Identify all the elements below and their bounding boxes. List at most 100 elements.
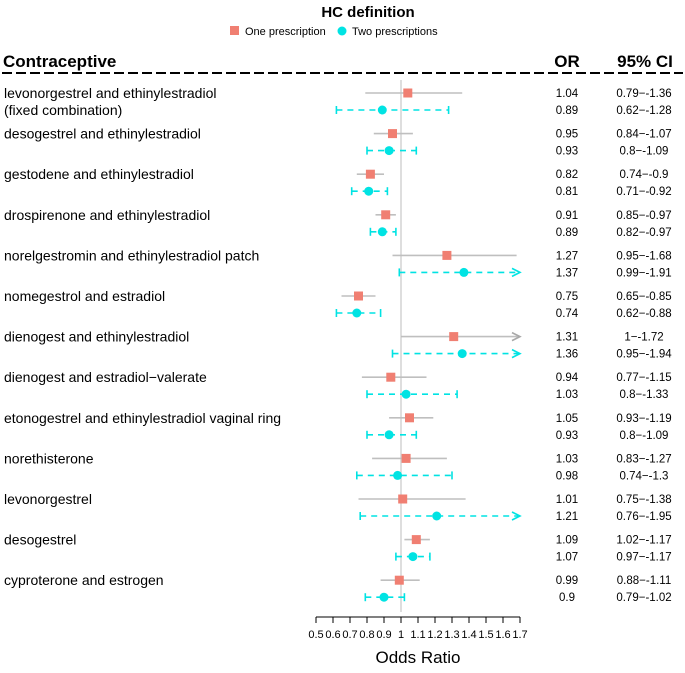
ci-value-two: 0.62−-1.28 bbox=[616, 105, 671, 117]
ci-value-one: 1−-1.72 bbox=[624, 332, 663, 344]
or-value-one: 1.03 bbox=[556, 453, 578, 465]
point-two bbox=[384, 146, 394, 156]
or-value-one: 1.04 bbox=[556, 88, 579, 100]
x-axis: 0.5 0.6 0.7 0.8 0.9 1 1.1 1.2 1.3 1.4 1.5 1.6 1.7 bbox=[308, 616, 528, 641]
table-row: gestodene and ethinylestradiol 0.82 0.81 0.… bbox=[4, 166, 672, 198]
or-value-two: 0.89 bbox=[556, 227, 578, 239]
ci-value-one: 1.02−-1.17 bbox=[616, 535, 671, 547]
table-row: etonogestrel and ethinylestradiol vagina… bbox=[4, 410, 672, 442]
ci-arrow-two bbox=[511, 267, 522, 278]
table-row: desogestrel and ethinylestradiol 0.95 0.93… bbox=[4, 126, 672, 158]
x-tick-label: 0.8 bbox=[359, 629, 374, 641]
or-value-two: 0.98 bbox=[556, 470, 578, 482]
ci-value-one: 0.74−-0.9 bbox=[620, 169, 669, 181]
x-tick-label: 0.9 bbox=[376, 629, 391, 641]
or-value-two: 0.93 bbox=[556, 146, 578, 158]
or-value-two: 0.93 bbox=[556, 430, 578, 442]
or-value-two: 1.03 bbox=[556, 389, 578, 401]
point-one bbox=[386, 372, 396, 382]
ci-value-one: 0.77−-1.15 bbox=[616, 372, 671, 384]
table-row: norelgestromin and ethinylestradiol patc… bbox=[4, 247, 672, 279]
row-label: norethisterone bbox=[4, 450, 94, 466]
ci-arrow-two bbox=[511, 511, 522, 521]
or-value-one: 0.91 bbox=[556, 210, 578, 222]
ci-arrow-two bbox=[511, 348, 522, 359]
ci-value-two: 0.95−-1.94 bbox=[616, 349, 672, 361]
or-value-one: 0.82 bbox=[556, 169, 578, 181]
legend-title: HC definition bbox=[321, 4, 414, 21]
point-one bbox=[403, 88, 413, 98]
or-value-one: 1.01 bbox=[556, 494, 578, 506]
or-value-two: 0.74 bbox=[556, 308, 579, 320]
point-one bbox=[354, 291, 363, 301]
ci-value-one: 0.65−-0.85 bbox=[616, 291, 671, 303]
ci-value-two: 0.82−-0.97 bbox=[616, 227, 671, 239]
point-two bbox=[352, 308, 362, 318]
or-value-two: 0.81 bbox=[556, 186, 578, 198]
or-value-two: 1.21 bbox=[556, 511, 578, 523]
or-value-one: 1.31 bbox=[556, 332, 578, 344]
point-two bbox=[459, 267, 469, 277]
x-tick-label: 1.7 bbox=[512, 629, 527, 641]
or-value-one: 1.05 bbox=[556, 413, 578, 425]
table-row: dienogest and estradiol−valerate 0.94 1.03… bbox=[4, 369, 672, 401]
x-tick-label: 1.2 bbox=[427, 629, 442, 641]
x-tick-label: 1.6 bbox=[495, 629, 510, 641]
or-value-one: 0.99 bbox=[556, 575, 578, 587]
row-label: nomegestrol and estradiol bbox=[4, 288, 165, 304]
point-two bbox=[379, 592, 389, 602]
ci-value-two: 0.99−-1.91 bbox=[616, 267, 671, 279]
x-tick-label: 0.6 bbox=[325, 629, 340, 641]
ci-value-two: 0.79−-1.02 bbox=[616, 592, 671, 604]
point-one bbox=[388, 129, 397, 139]
table-row: desogestrel 1.09 1.07 1.02−-1.17 0.97−-1.17 bbox=[4, 532, 672, 564]
or-value-two: 0.89 bbox=[556, 105, 578, 117]
x-tick-label: 1.4 bbox=[461, 629, 476, 641]
row-label: etonogestrel and ethinylestradiol vagina… bbox=[4, 410, 281, 426]
point-two bbox=[432, 511, 442, 521]
ci-value-one: 0.88−-1.11 bbox=[617, 575, 671, 587]
row-group: levonorgestrel and ethinylestradiol(fixe… bbox=[4, 85, 672, 604]
table-row: levonorgestrel and ethinylestradiol(fixe… bbox=[4, 85, 672, 118]
point-one bbox=[401, 453, 411, 463]
or-value-two: 1.36 bbox=[556, 349, 578, 361]
or-value-one: 0.75 bbox=[556, 291, 578, 303]
ci-value-one: 0.93−-1.19 bbox=[616, 413, 671, 425]
row-label: desogestrel bbox=[4, 532, 76, 548]
point-two bbox=[384, 430, 394, 440]
or-value-two: 1.07 bbox=[556, 552, 578, 564]
x-tick-label: 1 bbox=[398, 629, 404, 641]
ci-value-one: 0.85−-0.97 bbox=[616, 210, 671, 222]
ci-value-one: 0.79−-1.36 bbox=[616, 88, 671, 100]
or-value-two: 0.9 bbox=[559, 592, 575, 604]
row-label: dienogest and ethinylestradiol bbox=[4, 329, 189, 345]
header-contraceptive: Contraceptive bbox=[3, 52, 116, 71]
point-two bbox=[364, 186, 374, 196]
table-row: cyproterone and estrogen 0.99 0.9 0.88−-1.1… bbox=[4, 572, 672, 604]
legend-two-label: Two prescriptions bbox=[352, 26, 438, 38]
table-row: levonorgestrel 1.01 1.21 0.75−-1.38 0.76−-1.… bbox=[4, 491, 672, 523]
row-label: levonorgestrel and ethinylestradiol bbox=[4, 85, 216, 101]
row-label: gestodene and ethinylestradiol bbox=[4, 166, 194, 182]
ci-value-one: 0.83−-1.27 bbox=[616, 453, 671, 465]
point-one bbox=[411, 535, 421, 545]
or-value-one: 0.94 bbox=[556, 372, 579, 384]
ci-value-one: 0.95−-1.68 bbox=[616, 250, 671, 262]
point-two bbox=[377, 105, 387, 115]
row-label: desogestrel and ethinylestradiol bbox=[4, 126, 201, 142]
ci-value-one: 0.75−-1.38 bbox=[616, 494, 671, 506]
or-value-two: 1.37 bbox=[556, 267, 578, 279]
point-one bbox=[398, 494, 408, 504]
or-value-one: 0.95 bbox=[556, 129, 578, 141]
table-row: nomegestrol and estradiol 0.75 0.74 0.65−-0… bbox=[4, 288, 672, 320]
table-row: norethisterone 1.03 0.98 0.83−-1.27 0.74−-1.… bbox=[4, 450, 672, 482]
header-or: OR bbox=[554, 52, 580, 71]
row-label: drospirenone and ethinylestradiol bbox=[4, 207, 210, 223]
point-two bbox=[408, 552, 418, 562]
ci-value-two: 0.97−-1.17 bbox=[616, 552, 671, 564]
legend-two-marker bbox=[337, 26, 347, 36]
row-label: dienogest and estradiol−valerate bbox=[4, 369, 207, 385]
row-label: cyproterone and estrogen bbox=[4, 572, 164, 588]
legend-one-label: One prescription bbox=[245, 26, 326, 38]
